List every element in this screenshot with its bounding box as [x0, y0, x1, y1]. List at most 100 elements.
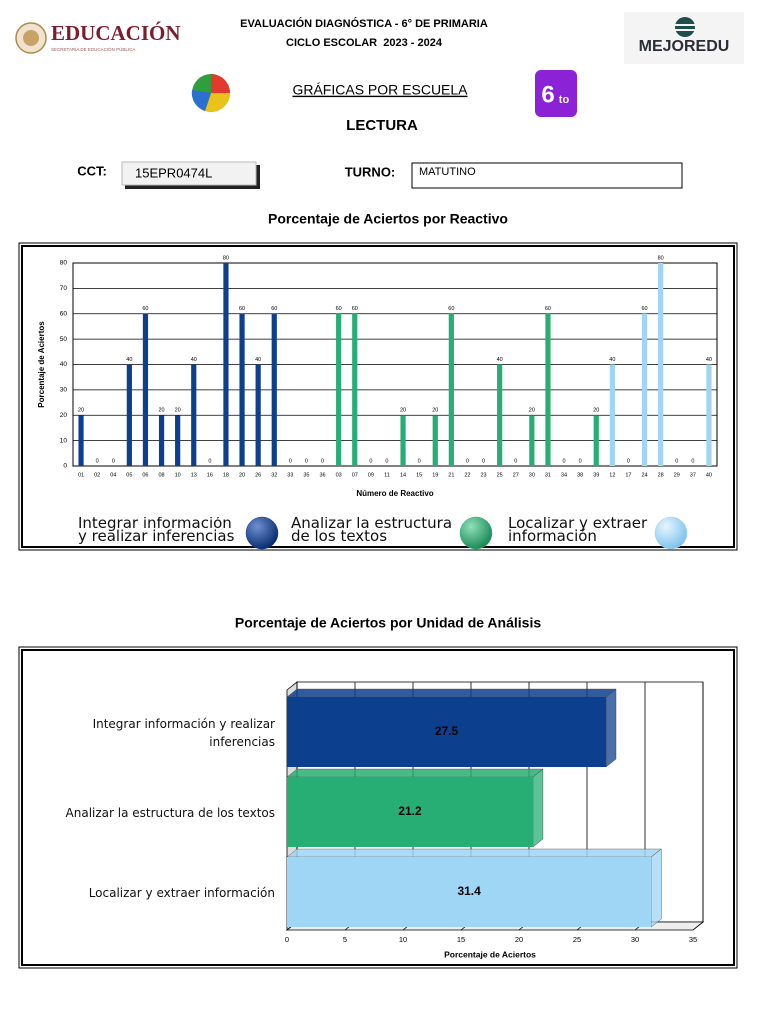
bar	[432, 415, 438, 466]
bar-side	[651, 848, 662, 928]
mejoredu-logo	[624, 12, 744, 64]
bar	[658, 263, 664, 466]
value-label: 0	[627, 458, 630, 464]
grade-suffix: to	[559, 94, 570, 106]
value-label: 60	[336, 306, 342, 312]
x-tick-label: 28	[658, 472, 664, 478]
cct-label: CCT:	[77, 163, 107, 178]
bar	[78, 415, 84, 466]
grid-line	[692, 682, 704, 931]
cct-box	[121, 161, 257, 186]
chart-frame-inner	[21, 245, 735, 548]
legend-marker	[654, 516, 688, 550]
x-tick-label: 27	[513, 472, 519, 478]
x-tick-label: 23	[480, 472, 486, 478]
x-tick-label: 31	[545, 472, 551, 478]
value-label: 20	[400, 408, 406, 414]
x-tick-label: 12	[609, 472, 615, 478]
x-tick-label: 20	[239, 472, 245, 478]
value-label: 40	[497, 357, 503, 363]
value-label: 0	[514, 458, 517, 464]
bar	[191, 364, 197, 466]
x-tick-label: 07	[352, 472, 358, 478]
value-label: 60	[271, 306, 277, 312]
bar	[175, 415, 181, 466]
value-label: 0	[482, 458, 485, 464]
x-tick-label: 17	[625, 472, 631, 478]
bar	[593, 415, 599, 466]
legend-marker	[459, 516, 493, 550]
value-label: 40	[706, 357, 712, 363]
x-tick-label: 09	[368, 472, 374, 478]
legend-label: Localizar y extraer información	[508, 517, 648, 545]
y-tick-label: 40	[60, 361, 68, 368]
x-tick-label: 40	[706, 472, 712, 478]
bar	[497, 364, 503, 466]
grade: 6	[541, 81, 554, 108]
bar-top	[286, 848, 662, 858]
x-tick-label: 15	[416, 472, 422, 478]
x-tick-label: 04	[110, 472, 116, 478]
value-label: 20	[529, 408, 535, 414]
legend-label: Analizar la estructura de los textos	[291, 517, 453, 545]
logo-left-sub: SECRETARÍA DE EDUCACIÓN PÚBLICA	[51, 46, 135, 52]
grade-badge	[535, 70, 577, 117]
category-label-box: Integrar información y realizar inferenc…	[92, 717, 275, 749]
bar	[223, 263, 229, 466]
logo-right: MEJOREDU	[639, 38, 730, 55]
x-tick-label: 18	[223, 472, 229, 478]
value-label: 40	[191, 357, 197, 363]
value-label: 0	[418, 458, 421, 464]
chart-frame	[18, 646, 738, 969]
value-label: 0	[385, 458, 388, 464]
cct-value: 15EPR0474L	[135, 165, 212, 180]
x-tick-label: 06	[142, 472, 148, 478]
y-tick-label: 60	[60, 310, 68, 317]
x-tick-label: 13	[191, 472, 197, 478]
value-label: 0	[369, 458, 372, 464]
turno-box	[411, 162, 683, 189]
value-label: 0	[579, 458, 582, 464]
sep-logo	[15, 22, 47, 54]
turno-label: TURNO:	[345, 164, 396, 179]
x-tick-label: 11	[384, 472, 390, 478]
x-axis-title: Número de Reactivo	[356, 489, 433, 498]
x-tick-label: 08	[158, 472, 164, 478]
value-label: 0	[321, 458, 324, 464]
x-tick-label: 39	[593, 472, 599, 478]
value-label: 40	[255, 357, 261, 363]
bar	[641, 313, 648, 466]
bar	[239, 313, 245, 466]
value-label: 60	[545, 306, 551, 312]
x-tick-label: 21	[448, 472, 454, 478]
category-label: Analizar la estructura de los textos	[65, 806, 275, 820]
x-tick-label: 33	[287, 472, 293, 478]
bar	[142, 313, 149, 466]
x-tick-label: 05	[126, 472, 132, 478]
chart-frame	[18, 242, 738, 551]
bar	[271, 313, 277, 466]
legend-label-box: Analizar la estructura de los textos	[291, 517, 453, 545]
y-tick-label: 10	[60, 437, 68, 444]
x-tick-label: 26	[255, 472, 261, 478]
value-label: 40	[126, 357, 132, 363]
value-label: 0	[208, 458, 211, 464]
x-tick-label: 34	[561, 472, 567, 478]
value-label: 0	[112, 458, 115, 464]
y-tick-label: 80	[60, 260, 68, 267]
x-tick-label: 32	[271, 472, 277, 478]
value-label: 60	[142, 306, 148, 312]
value-label: 0	[305, 458, 308, 464]
bar-side	[532, 768, 544, 848]
x-tick-label: 5	[343, 935, 347, 944]
chart-title: Porcentaje de Aciertos por Reactivo	[268, 211, 508, 227]
x-tick-label: 30	[631, 935, 639, 944]
x-tick-label: 10	[175, 472, 181, 478]
pie-icon	[191, 74, 230, 112]
category-label: Integrar información y realizar inferenc…	[92, 717, 275, 749]
x-tick-label: 01	[78, 472, 84, 478]
x-tick-label: 24	[641, 472, 647, 478]
legend-label: Integrar información y realizar inferenc…	[78, 517, 235, 545]
